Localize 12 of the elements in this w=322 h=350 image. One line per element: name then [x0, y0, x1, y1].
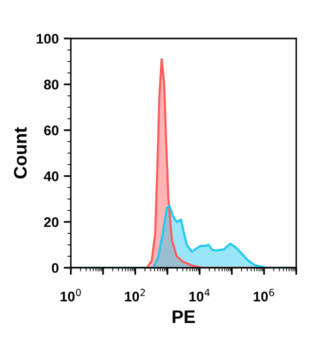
y-tick-label: 40 [44, 171, 58, 182]
y-tick-label: 20 [44, 217, 58, 228]
y-tick-label: 100 [36, 34, 58, 44]
x-tick-label: 10$^{6}$ [254, 288, 274, 302]
x-tick-label: 10$^{0}$ [60, 288, 81, 302]
y-tick-label: 80 [44, 80, 58, 90]
x-tick-label: 10$^{4}$ [189, 288, 210, 302]
y-tick-label: 60 [44, 126, 58, 136]
y-tick-label: 0 [52, 263, 58, 273]
y-axis-title: Count [14, 127, 27, 178]
x-tick-label: 10$^{2}$ [125, 288, 145, 302]
x-axis-title: PE [172, 310, 195, 323]
